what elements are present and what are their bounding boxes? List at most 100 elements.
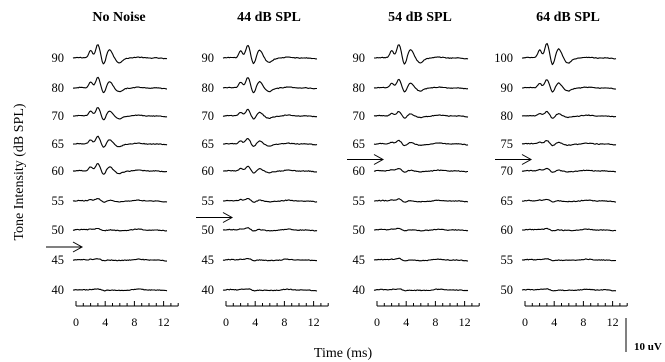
panel-title: No Noise (92, 10, 145, 25)
level-label: 50 (52, 223, 65, 237)
level-label: 65 (202, 137, 215, 151)
level-label: 40 (202, 283, 215, 297)
x-tick-label: 12 (158, 315, 170, 329)
abr-trace (72, 44, 168, 65)
threshold-arrow (196, 212, 234, 223)
abr-trace (222, 288, 318, 292)
level-label: 65 (501, 194, 514, 208)
x-tick-label: 0 (223, 315, 229, 329)
abr-trace (521, 42, 617, 66)
abr-trace (73, 107, 168, 121)
abr-trace (72, 76, 167, 94)
level-label: 55 (52, 194, 65, 208)
abr-trace (522, 227, 617, 232)
panel-title: 44 dB SPL (237, 10, 301, 25)
panel-title: 64 dB SPL (536, 10, 600, 25)
x-tick-label: 0 (374, 315, 380, 329)
abr-trace (222, 44, 318, 65)
x-tick-label: 8 (131, 315, 137, 329)
level-label: 80 (52, 81, 65, 95)
abr-trace (373, 288, 469, 292)
abr-trace (373, 227, 469, 232)
level-label: 80 (202, 81, 215, 95)
abr-trace (222, 138, 318, 147)
y-axis-label: Tone Intensity (dB SPL) (12, 103, 27, 240)
x-tick-label: 8 (580, 315, 586, 329)
abr-trace (373, 139, 469, 147)
abr-trace (222, 227, 318, 232)
abr-trace (521, 198, 617, 203)
abr-trace (521, 140, 617, 147)
level-label: 70 (353, 109, 366, 123)
level-label: 50 (202, 223, 215, 237)
threshold-arrow (347, 154, 385, 165)
level-label: 60 (52, 164, 65, 178)
abr-trace (521, 167, 617, 173)
level-label: 45 (202, 253, 215, 267)
abr-trace (373, 168, 468, 173)
panel-3: 54 dB SPL 90 80 70 65 60 55 50 45 40 0 4 8 12 (347, 10, 480, 329)
level-label: 90 (202, 51, 215, 65)
abr-trace (521, 110, 617, 119)
abr-trace (374, 198, 469, 203)
abr-trace (72, 288, 168, 292)
level-label: 45 (52, 253, 65, 267)
x-tick-label: 0 (522, 315, 528, 329)
abr-trace (373, 78, 469, 93)
level-label: 100 (494, 51, 513, 65)
abr-trace (222, 257, 318, 262)
abr-trace (72, 135, 168, 148)
level-label: 50 (501, 283, 514, 297)
abr-trace (222, 77, 317, 94)
level-label: 65 (52, 137, 65, 151)
level-label: 60 (202, 164, 215, 178)
level-label: 40 (52, 283, 65, 297)
abr-trace (521, 288, 617, 292)
level-label: 70 (202, 109, 215, 123)
x-tick-label: 8 (432, 315, 438, 329)
threshold-arrow (495, 154, 533, 165)
level-label: 90 (353, 51, 366, 65)
x-tick-label: 4 (403, 315, 409, 329)
abr-trace (223, 165, 317, 174)
abr-trace (72, 258, 167, 262)
scale-bar-label: 10 uV (634, 341, 662, 353)
x-tick-label: 12 (459, 315, 471, 329)
abr-trace (522, 79, 617, 93)
panel-2: 44 dB SPL 90 80 70 65 60 55 50 45 40 0 4 8 12 (196, 10, 329, 329)
level-label: 60 (353, 164, 366, 178)
abr-trace (374, 44, 469, 65)
level-label: 55 (202, 194, 215, 208)
x-axis-label: Time (ms) (314, 346, 373, 361)
level-label: 70 (52, 109, 65, 123)
level-label: 65 (353, 137, 366, 151)
abr-trace (72, 197, 168, 203)
level-label: 40 (353, 283, 366, 297)
level-label: 90 (52, 51, 65, 65)
abr-trace (72, 227, 168, 232)
x-tick-label: 4 (252, 315, 258, 329)
threshold-arrow (46, 241, 84, 253)
panel-title: 54 dB SPL (388, 10, 452, 25)
level-label: 80 (501, 109, 514, 123)
x-tick-label: 4 (102, 315, 108, 329)
level-label: 60 (501, 223, 514, 237)
level-label: 75 (501, 137, 514, 151)
x-tick-label: 0 (73, 315, 79, 329)
abr-trace (521, 258, 617, 262)
level-label: 50 (353, 223, 366, 237)
level-label: 45 (353, 253, 366, 267)
x-tick-label: 12 (607, 315, 619, 329)
abr-trace (222, 198, 318, 203)
level-label: 55 (353, 194, 366, 208)
abr-trace (373, 257, 469, 262)
panel-4: 64 dB SPL 100 90 80 75 70 65 60 55 50 0 4 8 12 (494, 10, 628, 329)
abr-trace (373, 111, 469, 119)
x-tick-label: 12 (308, 315, 320, 329)
panel-1: No Noise 90 80 70 65 60 55 50 45 40 0 4 8 12 (46, 10, 179, 329)
level-label: 55 (501, 253, 514, 267)
x-tick-label: 4 (551, 315, 557, 329)
abr-trace (72, 162, 167, 175)
